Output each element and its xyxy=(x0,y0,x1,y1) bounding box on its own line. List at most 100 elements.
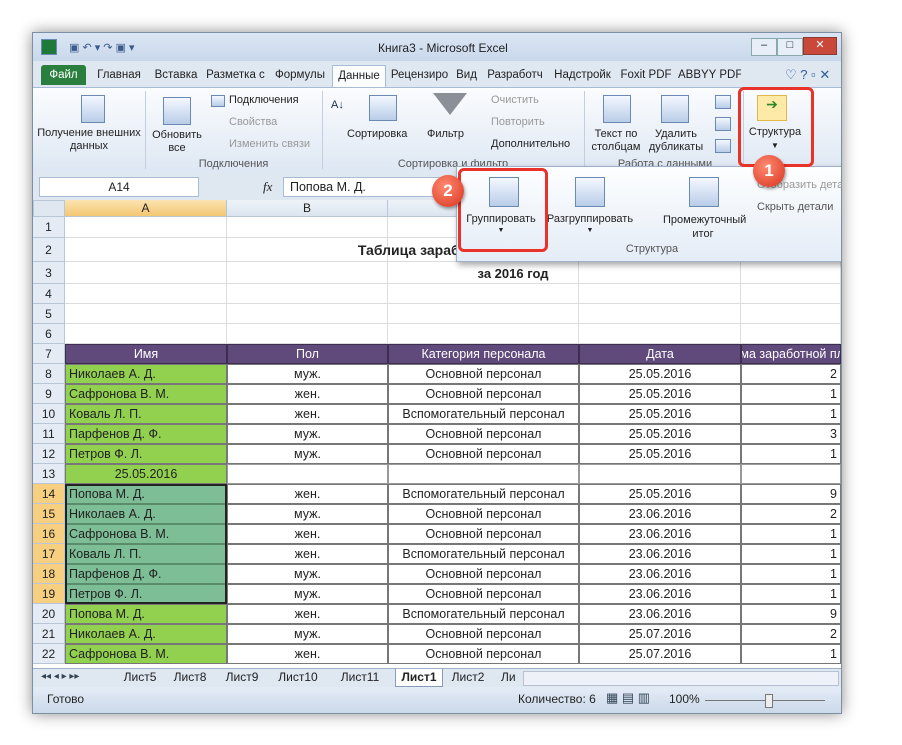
table-cell: Парфенов Д. Ф. xyxy=(65,564,227,584)
grid-cell xyxy=(579,324,741,344)
table-cell: 23.06.2016 xyxy=(579,584,741,604)
separator xyxy=(743,91,744,169)
row-header: 10 xyxy=(33,404,65,424)
ribbon-tabs: Файл Главная Вставка Разметка с Формулы Данны… xyxy=(33,61,841,88)
zoom-level[interactable]: 100% xyxy=(669,692,700,706)
table-cell: Николаев А. Д. xyxy=(65,624,227,644)
button-sort[interactable]: Сортировка xyxy=(347,128,408,140)
table-cell: Основной персонал xyxy=(388,624,579,644)
button-get-external[interactable]: Получение внешних данных xyxy=(37,127,141,152)
row-header: 2 xyxy=(33,238,65,262)
button-ungroup[interactable]: Разгруппировать xyxy=(546,213,634,225)
sheet-tab[interactable]: Лист8 xyxy=(173,670,207,684)
table-cell: 1 xyxy=(741,524,841,544)
dropdown-arrow: ▼ xyxy=(771,141,779,150)
sheet-nav[interactable]: ◂◂ ◂ ▸ ▸▸ xyxy=(41,671,80,682)
grid-cell xyxy=(227,284,388,304)
ribbon-tab[interactable]: Вид xyxy=(456,69,477,81)
ribbon-tab[interactable]: Вставка xyxy=(154,69,198,81)
button-outline[interactable]: Структура xyxy=(748,126,802,138)
title-bar xyxy=(33,33,841,61)
ribbon-tab[interactable]: Рецензиро xyxy=(390,69,449,81)
grid-cell xyxy=(741,304,841,324)
button-connections[interactable]: Подключения xyxy=(229,94,299,106)
sheet-subtitle: за 2016 год xyxy=(477,265,549,281)
excel-window: ▣ ↶ ▾ ↷ ▣ ▾ Книга3 - Microsoft Excel – □ ✕… xyxy=(32,32,842,714)
row-header: 9 xyxy=(33,384,65,404)
highlight-group xyxy=(458,168,548,252)
grid-cell xyxy=(65,324,227,344)
table-cell xyxy=(388,464,579,484)
row-header: 4 xyxy=(33,284,65,304)
ribbon-tab[interactable]: Главная xyxy=(97,69,141,81)
table-header: Сумма заработной платы xyxy=(741,344,841,364)
ribbon-tab[interactable]: Данные xyxy=(332,65,386,88)
quick-access: ▣ ↶ ▾ ↷ ▣ ▾ xyxy=(69,42,135,54)
ribbon-tab[interactable]: Разработч xyxy=(487,69,543,81)
button-properties[interactable]: Свойства xyxy=(229,116,278,128)
sheet-tab[interactable]: Лист1 xyxy=(395,669,443,687)
ribbon-tab[interactable]: Надстройк xyxy=(554,69,611,81)
table-cell: Основной персонал xyxy=(388,524,579,544)
sheet-tab[interactable]: Лист5 xyxy=(123,670,157,684)
button-group[interactable]: Группировать xyxy=(466,213,536,225)
table-cell: Основной персонал xyxy=(388,424,579,444)
ribbon-tab[interactable]: Формулы xyxy=(274,69,326,81)
table-cell: 9 xyxy=(741,604,841,624)
column-header: B xyxy=(227,200,388,217)
table-cell: жен. xyxy=(227,524,388,544)
button-text-to-columns[interactable]: Текст по столбцам xyxy=(591,128,641,153)
button-filter[interactable]: Фильтр xyxy=(427,128,464,140)
icon xyxy=(575,177,605,207)
icon xyxy=(603,95,631,123)
table-header: Имя xyxy=(65,344,227,364)
row-header: 13 xyxy=(33,464,65,484)
table-cell: Парфенов Д. Ф. xyxy=(65,424,227,444)
name-box[interactable]: A14 xyxy=(39,177,199,197)
table-cell: жен. xyxy=(227,404,388,424)
fx-button[interactable]: fx xyxy=(263,179,273,194)
table-cell: 2 xyxy=(741,624,841,644)
ribbon-tab[interactable]: Разметка с xyxy=(206,69,265,81)
row-header: 12 xyxy=(33,444,65,464)
button-edit-links[interactable]: Изменить связи xyxy=(229,138,311,150)
row-header: 6 xyxy=(33,324,65,344)
help-icons[interactable]: ♡ ? ▫ ✕ xyxy=(785,67,831,82)
button-advanced[interactable]: Дополнительно xyxy=(491,138,571,150)
grid-cell xyxy=(388,324,579,344)
ribbon-tab[interactable]: Файл xyxy=(41,65,86,85)
button-remove-duplicates[interactable]: Удалить дубликаты xyxy=(648,128,704,153)
zoom-thumb[interactable] xyxy=(765,694,773,708)
grid-cell xyxy=(741,324,841,344)
table-cell: жен. xyxy=(227,484,388,504)
button-hide-detail[interactable]: Скрыть детали xyxy=(757,201,834,213)
grid-cell xyxy=(579,262,741,284)
ribbon-tab[interactable]: Foxit PDF xyxy=(620,69,672,81)
icon xyxy=(489,177,519,207)
table-header: Категория персонала xyxy=(388,344,579,364)
dropdown-arrow: ▼ xyxy=(497,227,505,234)
row-header: 5 xyxy=(33,304,65,324)
sheet-tab[interactable]: Лист9 xyxy=(225,670,259,684)
button-clear[interactable]: Очистить xyxy=(491,94,539,106)
sheet-tab[interactable]: Лист11 xyxy=(340,670,380,684)
button-subtotal[interactable]: Промежуточный итог xyxy=(663,214,747,240)
icon xyxy=(81,95,105,123)
table-cell: 23.06.2016 xyxy=(579,604,741,624)
callout-badge: 1 xyxy=(753,155,785,187)
table-cell: жен. xyxy=(227,544,388,564)
row-header: 22 xyxy=(33,644,65,664)
table-cell: 3 xyxy=(741,424,841,444)
table-cell: Коваль Л. П. xyxy=(65,544,227,564)
row-header: 17 xyxy=(33,544,65,564)
sheet-tab[interactable]: Лист2 xyxy=(451,670,485,684)
table-cell: 23.06.2016 xyxy=(579,504,741,524)
view-buttons[interactable]: ▦ ▤ ▥ xyxy=(606,690,651,705)
ribbon-tab[interactable]: ABBYY PDF xyxy=(678,69,741,81)
sheet-tab[interactable]: Ли xyxy=(501,670,515,684)
table-cell: Сафронова В. М. xyxy=(65,644,227,664)
sheet-tab[interactable]: Лист10 xyxy=(278,670,318,684)
button-reapply[interactable]: Повторить xyxy=(491,116,545,128)
button-refresh-all[interactable]: Обновить все xyxy=(152,129,202,154)
window-controls[interactable]: – □ ✕ xyxy=(751,37,837,56)
